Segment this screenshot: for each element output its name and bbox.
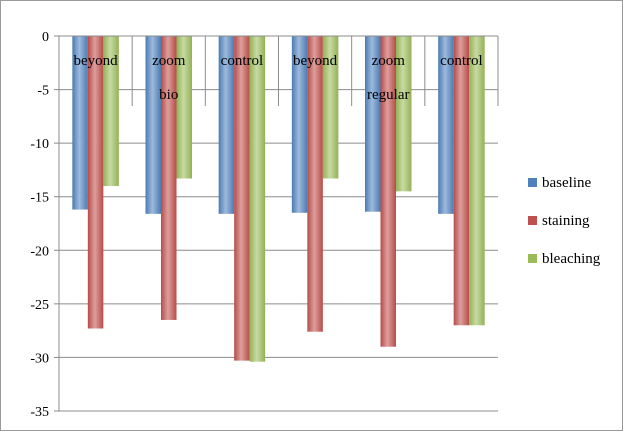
- y-tick-label: -5: [37, 84, 49, 99]
- bar-baseline: [145, 36, 161, 214]
- bar-baseline: [365, 36, 381, 212]
- bar-staining: [453, 36, 470, 326]
- bar-baseline: [291, 36, 308, 213]
- category-label: zoom: [152, 53, 186, 69]
- bars: [72, 36, 485, 362]
- bar-baseline: [72, 36, 88, 210]
- group-label: bio: [159, 87, 178, 103]
- bar-staining: [380, 36, 396, 347]
- gridlines: [59, 89, 498, 412]
- axes: [54, 35, 499, 412]
- bar-bleaching: [322, 36, 339, 179]
- y-tick-label: -25: [30, 298, 49, 313]
- legend-swatch-staining: [528, 216, 537, 225]
- labels: 0 -5 -10 -15 -20 -25 -30 -35 beyond zoom control be…: [30, 30, 482, 420]
- y-tick-label: -30: [30, 351, 49, 366]
- bar-staining: [161, 36, 177, 320]
- y-tick-label: -35: [30, 405, 49, 420]
- legend-swatch-baseline: [528, 178, 537, 187]
- bar-bleaching: [176, 36, 192, 179]
- bar-bleaching: [396, 36, 412, 192]
- legend-swatch-bleaching: [528, 254, 537, 263]
- legend-label-staining: staining: [542, 213, 590, 229]
- bar-bleaching: [249, 36, 266, 362]
- bar-staining: [234, 36, 250, 361]
- bar-baseline: [438, 36, 454, 214]
- category-label: zoom: [372, 53, 406, 69]
- y-tick-label: -15: [30, 191, 49, 206]
- legend-label-bleaching: bleaching: [542, 251, 601, 267]
- category-label: beyond: [73, 53, 118, 69]
- legend-label-baseline: baseline: [542, 175, 591, 191]
- category-label: control: [440, 53, 483, 69]
- y-tick-label: -10: [30, 137, 49, 152]
- y-tick-label: -20: [30, 244, 49, 259]
- bar-staining: [87, 36, 104, 329]
- bar-staining: [307, 36, 323, 332]
- group-label: regular: [367, 87, 409, 103]
- bar-baseline: [218, 36, 235, 214]
- category-label: beyond: [293, 53, 338, 69]
- y-tick-label: 0: [42, 30, 49, 45]
- bar-bleaching: [103, 36, 119, 186]
- bar-bleaching: [469, 36, 485, 326]
- category-label: control: [221, 53, 264, 69]
- legend: baseline staining bleaching: [528, 175, 601, 267]
